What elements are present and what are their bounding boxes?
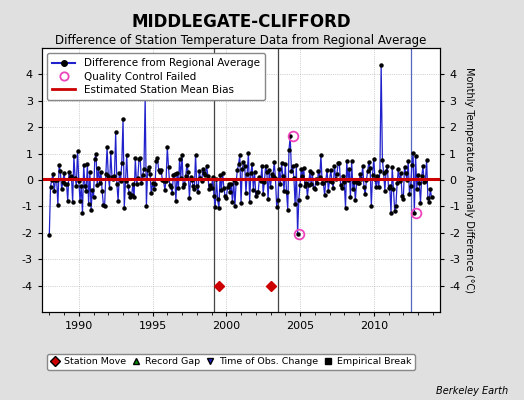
Title: Difference of Station Temperature Data from Regional Average: Difference of Station Temperature Data f… xyxy=(56,34,427,47)
Text: Berkeley Earth: Berkeley Earth xyxy=(436,386,508,396)
Text: MIDDLEGATE-CLIFFORD: MIDDLEGATE-CLIFFORD xyxy=(131,13,351,31)
Legend: Station Move, Record Gap, Time of Obs. Change, Empirical Break: Station Move, Record Gap, Time of Obs. C… xyxy=(47,354,415,370)
Y-axis label: Monthly Temperature Anomaly Difference (°C): Monthly Temperature Anomaly Difference (… xyxy=(464,67,474,293)
